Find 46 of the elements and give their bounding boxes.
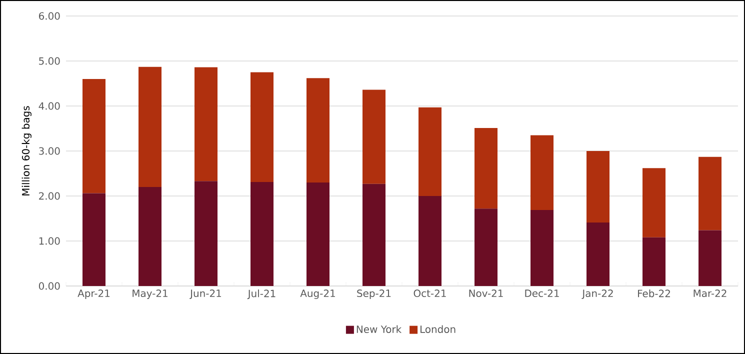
- y-tick-label: 6.00: [39, 12, 60, 20]
- bar: [474, 208, 498, 286]
- bar: [698, 156, 722, 230]
- bar: [362, 90, 386, 184]
- x-tick-label: May-21: [132, 290, 168, 299]
- bar: [82, 79, 106, 194]
- y-tick-label: 3.00: [39, 147, 60, 155]
- bar: [250, 182, 274, 286]
- x-tick-label: Nov-21: [469, 290, 503, 298]
- bar: [418, 196, 442, 286]
- legend-label: London: [420, 325, 456, 333]
- bar: [642, 168, 666, 238]
- bar: [586, 151, 610, 223]
- y-tick-label: 5.00: [39, 57, 60, 65]
- bar: [306, 78, 330, 182]
- bar: [474, 128, 498, 209]
- y-tick-label: 1.00: [39, 237, 60, 245]
- bar: [138, 187, 162, 286]
- y-tick-label: 2.00: [39, 192, 60, 200]
- x-tick-label: Jul-21: [247, 290, 276, 300]
- bar: [530, 210, 554, 286]
- bar: [642, 237, 666, 286]
- y-axis-title: Million 60-kg bags: [22, 106, 32, 196]
- x-tick-label: Apr-21: [78, 290, 110, 299]
- bar: [82, 193, 106, 286]
- x-tick-label: Jan-22: [582, 290, 613, 299]
- x-tick-label: Jun-21: [190, 290, 222, 299]
- bar: [362, 184, 386, 286]
- x-tick-label: Oct-21: [414, 290, 446, 298]
- bar: [530, 135, 554, 210]
- bar: [194, 181, 218, 286]
- bar: [138, 66, 162, 187]
- x-tick-label: Aug-21: [300, 290, 335, 299]
- bar: [194, 67, 218, 182]
- bar: [418, 107, 442, 196]
- bar: [698, 230, 722, 286]
- y-tick-label: 4.00: [38, 102, 60, 110]
- bar: [250, 72, 274, 182]
- x-tick-label: Sep-21: [357, 290, 391, 299]
- x-tick-label: Mar-22: [694, 290, 726, 298]
- bar: [586, 222, 610, 286]
- x-tick-label: Dec-21: [525, 290, 559, 298]
- x-tick-label: Feb-22: [638, 290, 670, 298]
- bar: [306, 182, 330, 286]
- y-tick-label: 0.00: [38, 282, 60, 290]
- legend-label: New York: [356, 325, 402, 333]
